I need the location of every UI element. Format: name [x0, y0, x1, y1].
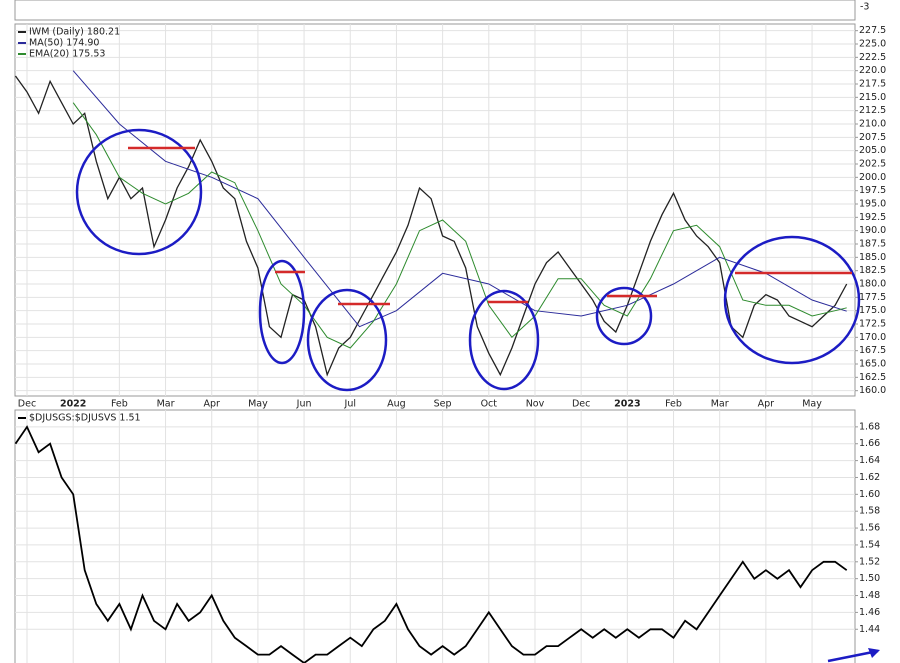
- y-tick-label: 1.58: [859, 506, 880, 517]
- x-tick-label: May: [248, 399, 268, 410]
- x-tick-label: Nov: [526, 399, 545, 410]
- series-line: [72, 70, 847, 328]
- y-tick-label: 182.5: [859, 265, 886, 276]
- ratio-frame: [14, 409, 856, 663]
- y-tick-label: 222.5: [859, 52, 886, 63]
- y-tick-label: 200.0: [859, 172, 886, 183]
- y-tick-label: 197.5: [859, 185, 886, 196]
- x-tick-label: Oct: [481, 399, 498, 410]
- y-tick-label: 1.56: [859, 523, 880, 534]
- y-tick-label: 1.52: [859, 556, 880, 567]
- circle: [595, 286, 653, 346]
- series-line: [14, 75, 848, 377]
- y-tick-label: 195.0: [859, 199, 886, 210]
- y-tick-label: 1.68: [859, 421, 880, 432]
- y-tick-label: 217.5: [859, 79, 886, 90]
- marks: [14, 24, 858, 663]
- x-tick-label: Jul: [344, 399, 356, 410]
- x-tick-label: Mar: [711, 399, 729, 410]
- x-tick-label: 2023: [614, 399, 640, 410]
- legend-label: $DJUSGS:$DJUSVS 1.51: [29, 413, 141, 424]
- legend-label: EMA(20) 175.53: [29, 49, 105, 60]
- legend-label: IWM (Daily) 180.21: [29, 27, 120, 38]
- legend-label: MA(50) 174.90: [29, 38, 99, 49]
- y-tick-label: 1.64: [859, 455, 880, 466]
- y-tick-label: 1.48: [859, 590, 880, 601]
- price-frame: [14, 23, 856, 397]
- y-tick-label: 177.5: [859, 292, 886, 303]
- y-tick-label: 160.0: [859, 385, 886, 396]
- y-tick-label: 192.5: [859, 212, 886, 223]
- y-tick-label: 1.50: [859, 573, 880, 584]
- y-tick-label: 170.0: [859, 332, 886, 343]
- x-tick-label: Feb: [111, 399, 128, 410]
- y-tick-label: 1.60: [859, 489, 880, 500]
- arrow-head: [868, 648, 880, 658]
- y-tick-label: 212.5: [859, 105, 886, 116]
- y-tick-label: 225.0: [859, 39, 886, 50]
- series-line: [72, 102, 847, 349]
- annotations: [75, 128, 880, 663]
- y-tick-label: 1.46: [859, 607, 880, 618]
- y-tick-label: 210.0: [859, 119, 886, 130]
- x-tick-label: Aug: [387, 399, 406, 410]
- x-tick-label: Apr: [758, 399, 775, 410]
- x-tick-label: Sep: [434, 399, 452, 410]
- circle: [258, 259, 306, 365]
- y-tick-label: 215.0: [859, 92, 886, 103]
- y-tick-label: 202.5: [859, 159, 886, 170]
- y-tick-label: 185.0: [859, 252, 886, 263]
- y-tick-label: 1.44: [859, 624, 880, 635]
- y-tick-label: 220.0: [859, 65, 886, 76]
- y-tick-label: 190.0: [859, 225, 886, 236]
- y-tick-label: 1.66: [859, 438, 880, 449]
- x-tick-label: Apr: [204, 399, 221, 410]
- series-line: [14, 425, 848, 663]
- x-tick-label: May: [802, 399, 822, 410]
- x-tick-label: Dec: [572, 399, 590, 410]
- circle: [306, 288, 388, 392]
- y-tick-label: -3: [860, 2, 869, 13]
- y-tick-label: 180.0: [859, 279, 886, 290]
- y-tick-label: 207.5: [859, 132, 886, 143]
- x-tick-label: Dec: [18, 399, 36, 410]
- trend-arrow: [827, 649, 879, 663]
- y-tick-label: 1.54: [859, 539, 880, 550]
- indicator-frame: [14, 0, 856, 21]
- y-tick-label: 187.5: [859, 239, 886, 250]
- y-tick-label: 167.5: [859, 345, 886, 356]
- y-tick-label: 1.62: [859, 472, 880, 483]
- x-tick-label: Feb: [665, 399, 682, 410]
- circle: [468, 289, 540, 391]
- x-tick-label: Jun: [296, 399, 312, 410]
- y-tick-label: 162.5: [859, 372, 886, 383]
- y-tick-label: 175.0: [859, 305, 886, 316]
- circle: [75, 128, 203, 256]
- x-tick-label: Mar: [157, 399, 175, 410]
- x-tick-label: 2022: [60, 399, 86, 410]
- circle: [723, 235, 861, 365]
- y-tick-label: 172.5: [859, 319, 886, 330]
- y-tick-label: 165.0: [859, 359, 886, 370]
- y-tick-label: 227.5: [859, 25, 886, 36]
- y-tick-label: 205.0: [859, 145, 886, 156]
